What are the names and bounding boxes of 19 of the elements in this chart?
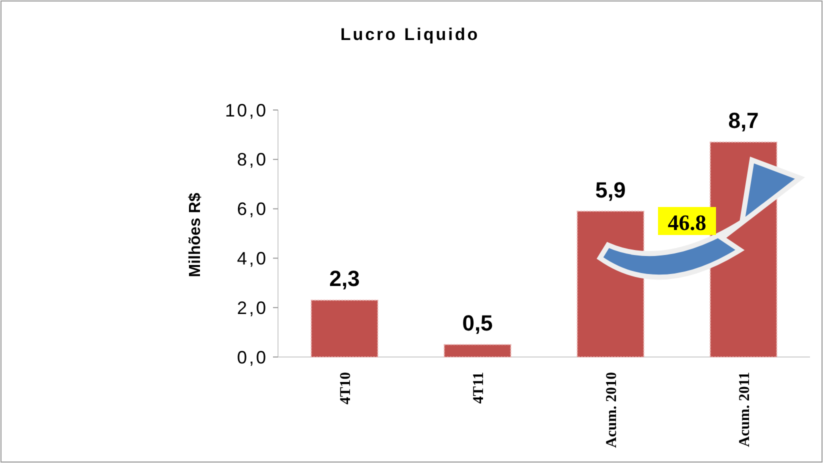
y-tick-label: 8,0	[236, 150, 268, 170]
x-tick-label: 4T11	[470, 372, 487, 404]
data-label: 8,7	[728, 108, 759, 134]
chart-title: Lucro Liquido	[340, 25, 480, 44]
data-label: 5,9	[595, 177, 626, 202]
x-tick-label: Acum. 2010	[604, 372, 620, 448]
y-tick-label: 0,0	[236, 347, 268, 368]
x-tick-label: Acum. 2011	[736, 372, 753, 447]
bar	[444, 344, 512, 358]
y-tick-label: 2,0	[236, 298, 268, 318]
y-tick-label: 4,0	[236, 248, 268, 268]
bar	[310, 300, 378, 358]
annotation: 46.8	[668, 210, 706, 235]
y-axis-title: Milhões R$	[187, 192, 204, 278]
x-tick-label: 4T10	[338, 372, 354, 405]
y-tick-label: 6,0	[236, 199, 268, 220]
data-label: 0,5	[462, 310, 493, 336]
data-label: 2,3	[329, 266, 360, 292]
y-tick-label: 10,0	[224, 100, 268, 120]
